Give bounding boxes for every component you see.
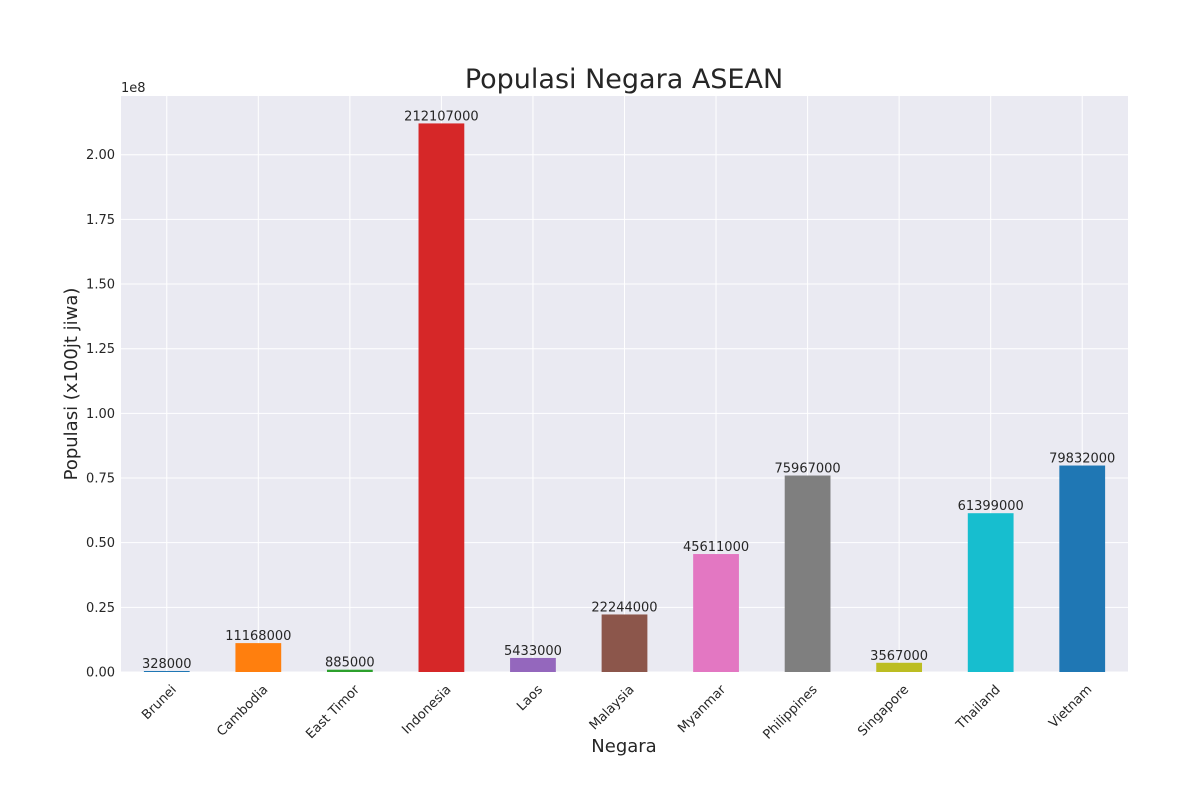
bar-singapore <box>876 662 923 672</box>
y-tick-label: 1.50 <box>86 278 115 293</box>
bar-value-label: 212107000 <box>404 109 478 124</box>
y-axis-offset-text: 1e8 <box>121 81 146 96</box>
bar-cambodia <box>235 643 282 672</box>
chart-title: Populasi Negara ASEAN <box>465 64 783 95</box>
x-axis-ticks: Brunei Cambodia East Timor Indonesia Laos Mal… <box>139 682 1095 743</box>
bar-laos <box>510 657 556 672</box>
x-tick-label: Myanmar <box>675 682 729 736</box>
y-tick-label: 1.00 <box>86 407 115 422</box>
y-tick-label: 1.25 <box>86 342 115 357</box>
y-tick-label: 1.75 <box>86 213 115 228</box>
bar-east-timor <box>326 669 373 672</box>
bar-value-labels: 328000 11168000 885000 212107000 5433000 2224… <box>142 109 1115 672</box>
y-axis-ticks: 0.00 0.25 0.50 0.75 1.00 1.25 1.50 1.75 2.00 <box>86 148 115 680</box>
bar-value-label: 75967000 <box>775 462 841 477</box>
x-tick-label: East Timor <box>303 682 363 742</box>
x-tick-label: Brunei <box>139 682 180 723</box>
bar-value-label: 328000 <box>142 657 192 672</box>
y-tick-label: 0.00 <box>86 666 115 681</box>
bar-value-label: 61399000 <box>958 499 1024 514</box>
bar-malaysia <box>601 614 648 672</box>
x-tick-label: Malaysia <box>587 682 638 733</box>
x-tick-label: Indonesia <box>399 682 454 737</box>
y-tick-label: 0.25 <box>86 601 115 616</box>
x-tick-label: Vietnam <box>1046 682 1095 731</box>
x-tick-label: Singapore <box>855 682 912 739</box>
x-tick-label: Cambodia <box>214 682 271 739</box>
x-axis-label: Negara <box>591 736 656 757</box>
bar-value-label: 885000 <box>325 656 375 671</box>
bar-thailand <box>967 513 1014 672</box>
bars <box>143 123 1106 672</box>
bar-value-label: 22244000 <box>591 600 657 615</box>
bar-philippines <box>784 475 831 672</box>
y-tick-label: 0.75 <box>86 472 115 487</box>
bar-myanmar <box>693 554 739 672</box>
bar-value-label: 5433000 <box>504 644 562 659</box>
x-tick-label: Thailand <box>953 682 1004 733</box>
bar-value-label: 79832000 <box>1049 452 1115 467</box>
bar-vietnam <box>1059 465 1106 672</box>
bar-value-label: 45611000 <box>683 540 749 555</box>
bar-value-label: 11168000 <box>225 629 291 644</box>
x-tick-label: Laos <box>514 682 546 714</box>
x-tick-label: Philippines <box>761 682 821 742</box>
y-tick-label: 2.00 <box>86 148 115 163</box>
bar-indonesia <box>418 123 465 672</box>
y-tick-label: 0.50 <box>86 536 115 551</box>
y-axis-label: Populasi (x100jt jiwa) <box>61 288 82 481</box>
bar-value-label: 3567000 <box>870 649 928 664</box>
bar-brunei <box>143 671 190 672</box>
